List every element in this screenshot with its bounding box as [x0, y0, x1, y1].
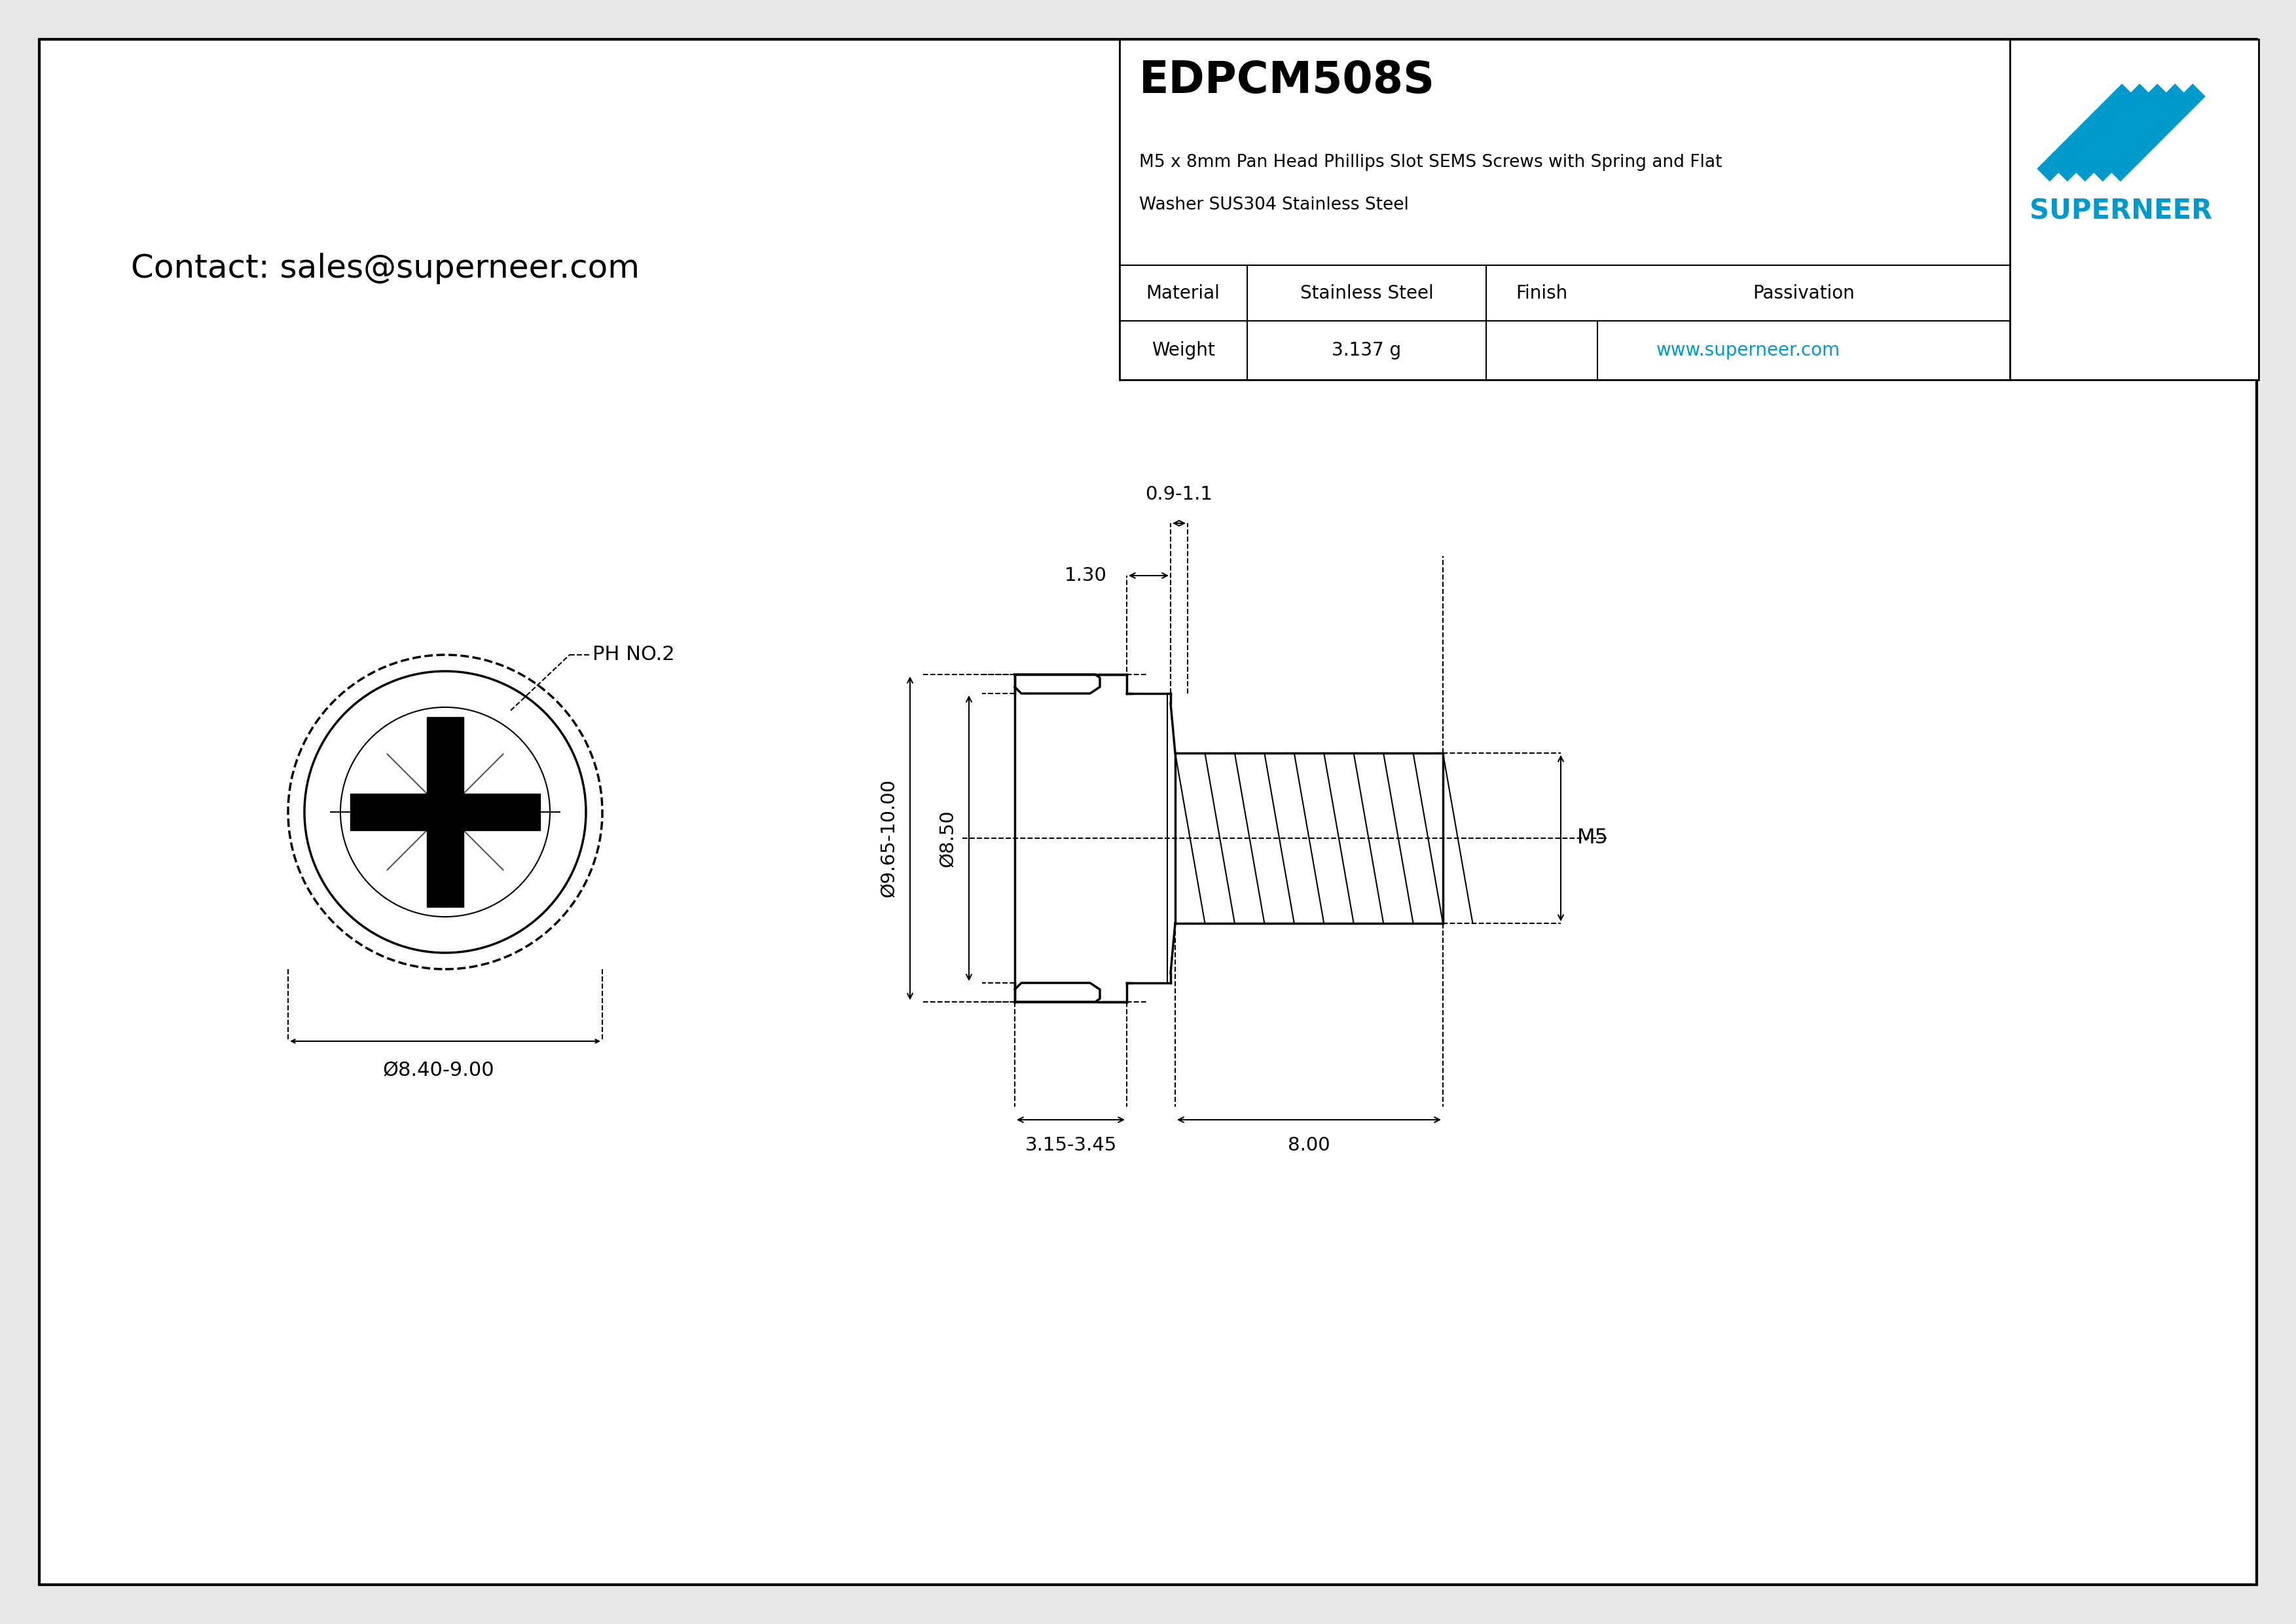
Ellipse shape [1940, 80, 2223, 320]
Text: EDPCM508S: EDPCM508S [1139, 58, 1435, 102]
Text: Weight: Weight [1150, 341, 1215, 359]
Text: 8.00: 8.00 [1288, 1137, 1329, 1155]
Circle shape [441, 809, 450, 815]
Text: M5: M5 [1577, 828, 1609, 848]
Text: Ø8.40-9.00: Ø8.40-9.00 [383, 1060, 494, 1080]
Text: Ø8.50: Ø8.50 [939, 809, 957, 867]
Text: 3.137 g: 3.137 g [1332, 341, 1401, 359]
Text: Contact: sales@superneer.com: Contact: sales@superneer.com [131, 253, 641, 284]
Text: Washer SUS304 Stainless Steel: Washer SUS304 Stainless Steel [1139, 197, 1410, 213]
Text: PH NO.2: PH NO.2 [592, 645, 675, 664]
Text: 1.30: 1.30 [1065, 567, 1107, 585]
Bar [1120, 39, 2259, 380]
Text: 3D: 3D [2064, 188, 2099, 211]
Polygon shape [427, 718, 464, 906]
Text: SUPERNEER: SUPERNEER [2030, 198, 2213, 226]
Text: Passivation: Passivation [1752, 284, 1855, 302]
Text: 0.9-1.1: 0.9-1.1 [1146, 486, 1212, 503]
Polygon shape [351, 794, 540, 830]
Text: M5 x 8mm Pan Head Phillips Slot SEMS Screws with Spring and Flat: M5 x 8mm Pan Head Phillips Slot SEMS Scr… [1139, 154, 1722, 171]
Text: www.superneer.com: www.superneer.com [1655, 341, 1839, 359]
Text: Stainless Steel: Stainless Steel [1300, 284, 1433, 302]
Text: Ø9.65-10.00: Ø9.65-10.00 [879, 780, 898, 898]
Text: 3.15-3.45: 3.15-3.45 [1024, 1137, 1116, 1155]
Text: Finish: Finish [1515, 284, 1568, 302]
Text: Material: Material [1146, 284, 1219, 302]
